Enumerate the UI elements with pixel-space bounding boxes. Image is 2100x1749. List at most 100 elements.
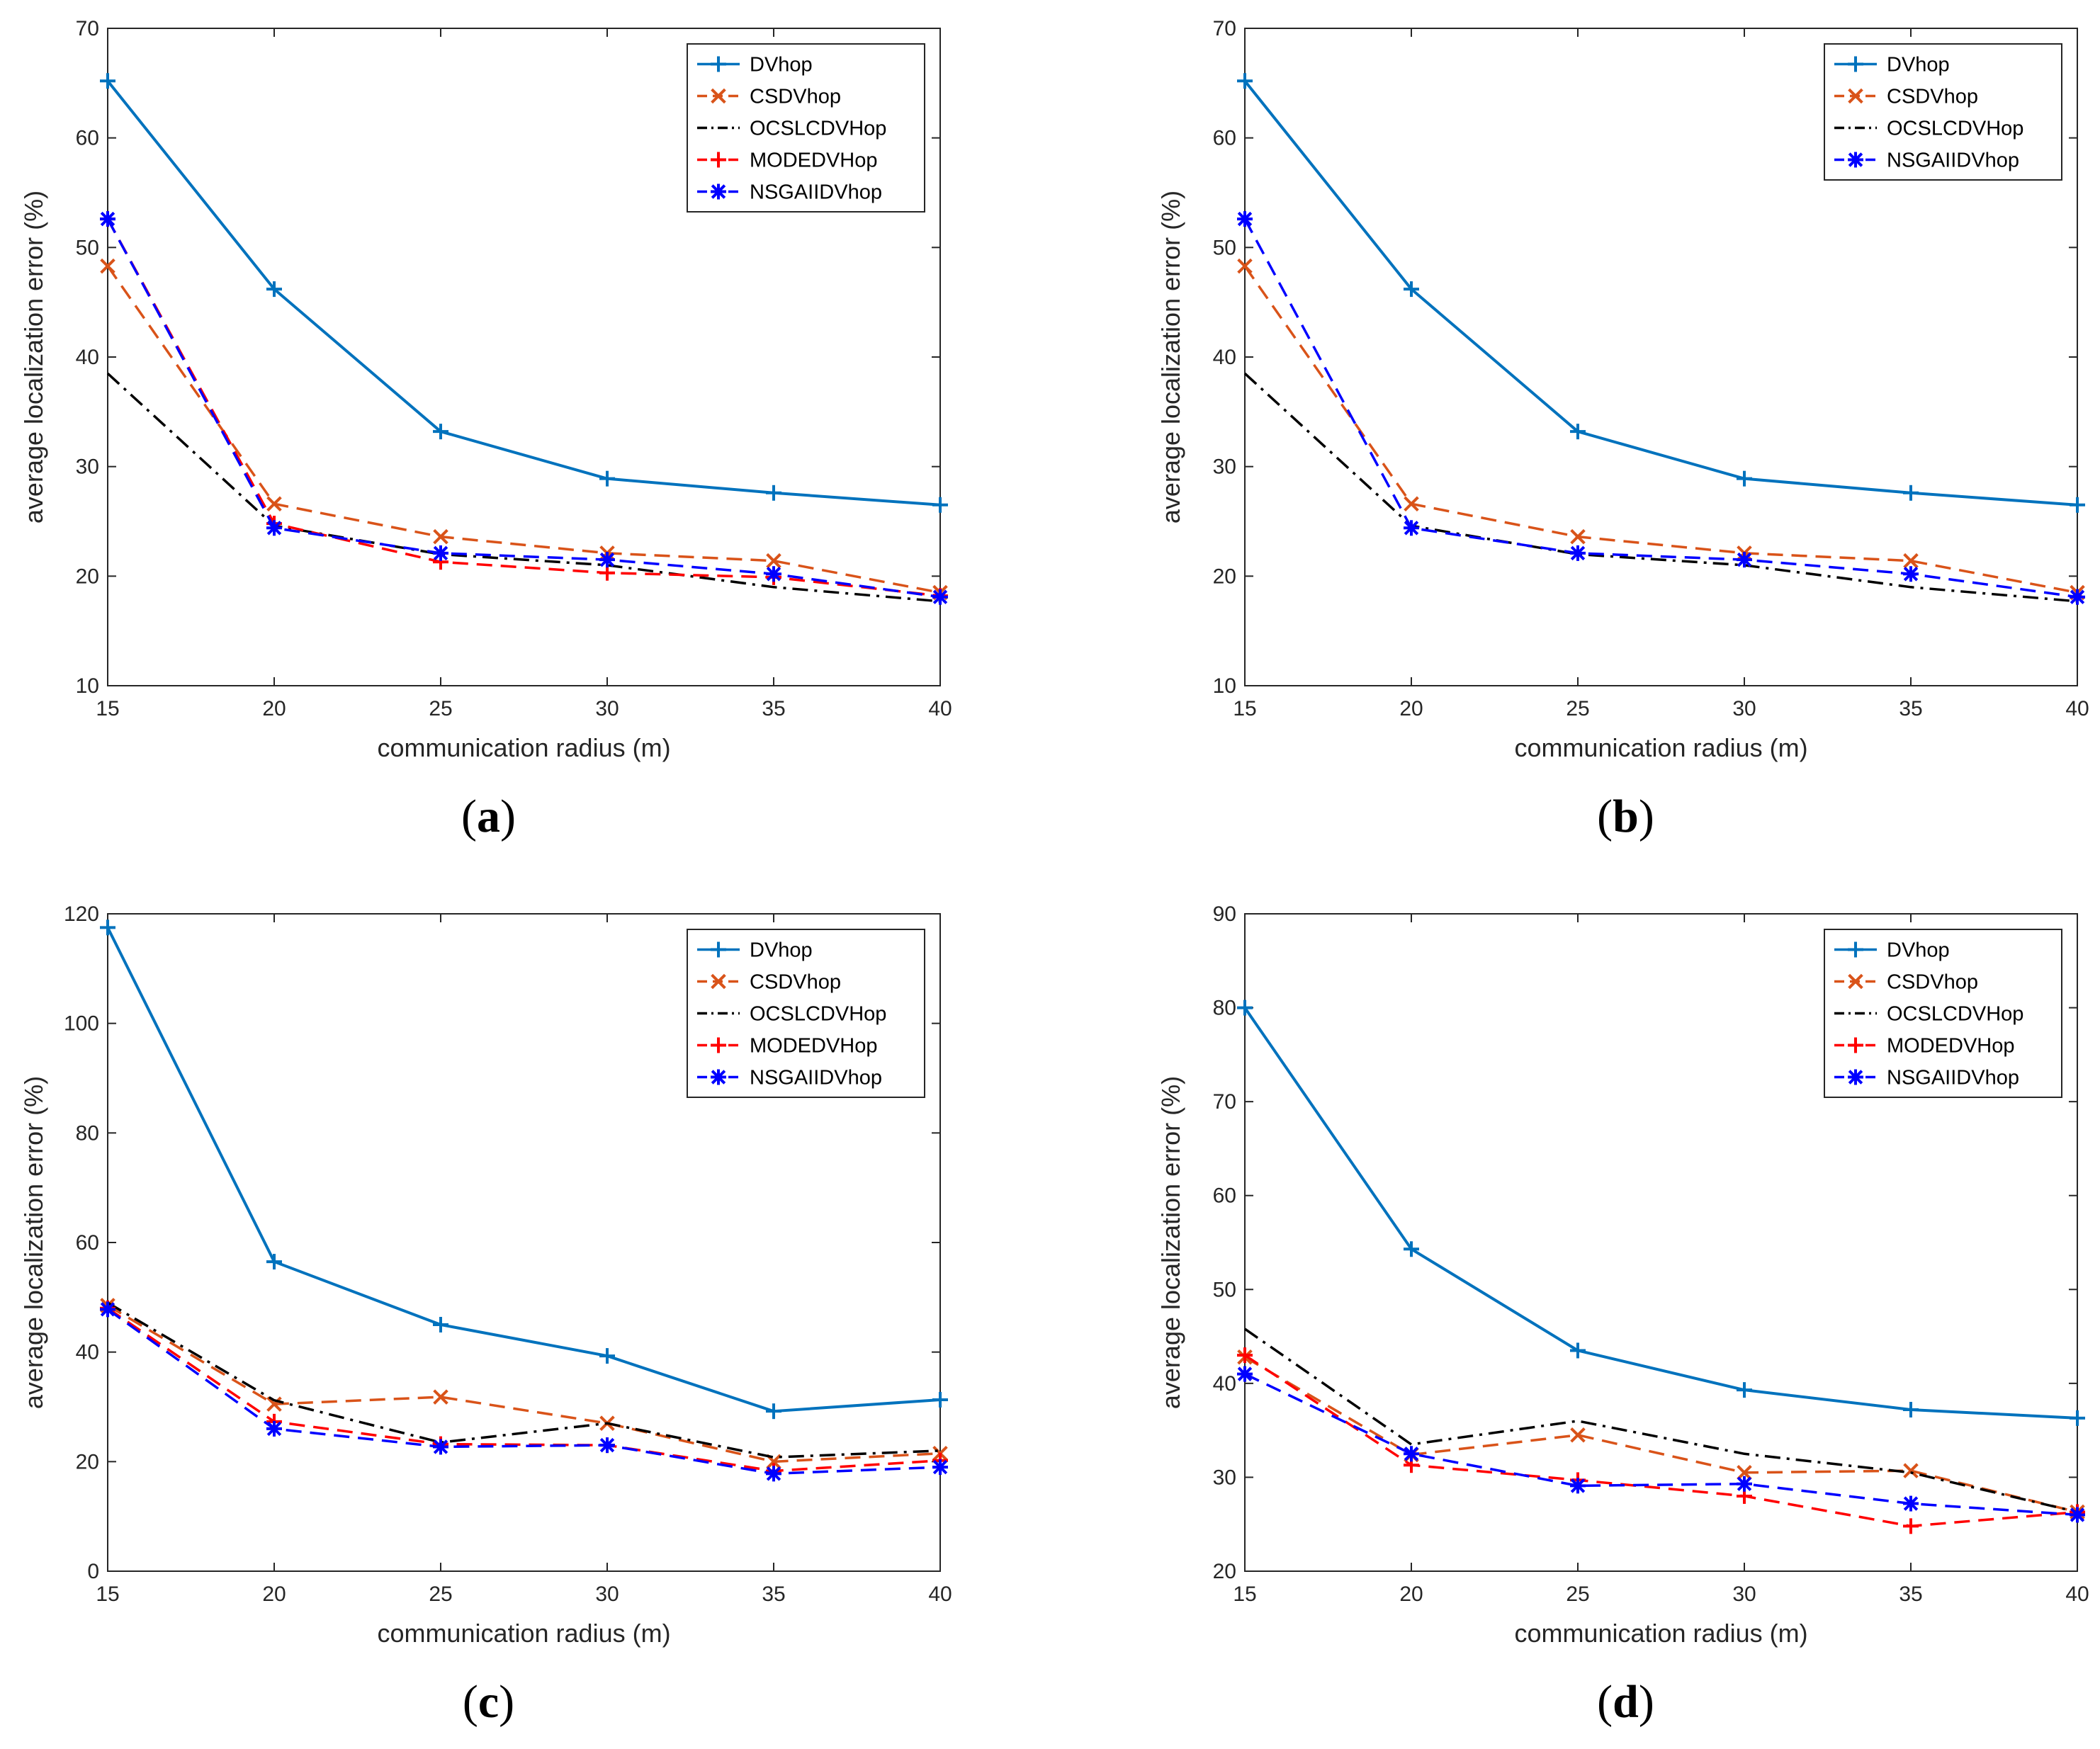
legend-label: MODEDVHop — [750, 149, 878, 172]
data-point — [1903, 485, 1919, 501]
y-tick-label: 40 — [76, 1341, 99, 1364]
data-point — [1903, 553, 1919, 569]
data-point — [1570, 424, 1586, 440]
data-point — [1404, 496, 1419, 512]
legend-label: CSDVhop — [750, 971, 841, 994]
legend-item-OCSLCDVHop: OCSLCDVHop — [1834, 118, 2023, 140]
series-line — [106, 218, 941, 597]
data-point — [266, 1396, 282, 1412]
series-DVhop — [1237, 1000, 2085, 1426]
data-point — [599, 565, 615, 581]
y-tick-label: 80 — [76, 1121, 99, 1145]
legend-item-MODEDVHop: MODEDVHop — [697, 1035, 878, 1058]
x-tick-label: 40 — [928, 697, 952, 720]
series-CSDVhop — [100, 258, 948, 601]
data-point — [1903, 566, 1919, 582]
legend-label: MODEDVHop — [1887, 1035, 2015, 1058]
data-point — [2070, 589, 2085, 605]
legend-item-OCSLCDVHop: OCSLCDVHop — [697, 1003, 886, 1026]
legend-label: NSGAIIDVhop — [1887, 149, 2019, 172]
y-tick-label: 40 — [76, 346, 99, 369]
data-point — [1404, 1446, 1419, 1462]
data-point — [1237, 73, 1253, 89]
y-tick-label: 0 — [87, 1560, 99, 1583]
x-tick-label: 40 — [928, 1583, 952, 1606]
y-tick-label: 50 — [1213, 1278, 1236, 1301]
legend-item-DVhop: DVhop — [1834, 939, 1950, 962]
series-line — [1243, 265, 2078, 594]
y-tick-label: 20 — [1213, 1560, 1236, 1583]
x-tick-label: 30 — [595, 697, 619, 720]
legend-item-NSGAIIDVhop: NSGAIIDVhop — [697, 181, 882, 204]
x-tick-label: 25 — [1566, 1583, 1589, 1606]
legend-item-CSDVhop: CSDVhop — [697, 86, 841, 108]
data-point — [1737, 552, 1752, 568]
data-point — [100, 258, 115, 274]
legend-label: DVhop — [1887, 54, 1950, 77]
legend-label: CSDVhop — [1887, 971, 1978, 994]
panel-caption: (d) — [1597, 1676, 1654, 1728]
x-tick-label: 20 — [1399, 1583, 1423, 1606]
data-point — [100, 1301, 115, 1318]
data-point — [766, 1466, 781, 1482]
data-point — [599, 1348, 615, 1364]
data-point — [2070, 497, 2085, 513]
legend-marker — [1848, 1069, 1863, 1085]
y-tick-label: 40 — [1213, 346, 1236, 369]
y-axis-label: average localization error (%) — [1156, 1076, 1185, 1409]
data-point — [1570, 1478, 1586, 1494]
data-point — [1903, 1463, 1919, 1478]
data-point — [1570, 545, 1586, 561]
y-tick-label: 20 — [76, 565, 99, 588]
data-point — [266, 1254, 282, 1270]
series-line — [106, 79, 941, 506]
y-tick-label: 30 — [76, 455, 99, 479]
series-DVhop — [1237, 73, 2085, 513]
data-point — [433, 528, 448, 545]
legend-item-DVhop: DVhop — [1834, 54, 1950, 77]
series-CSDVhop — [1237, 258, 2085, 601]
x-tick-label: 20 — [1399, 697, 1423, 720]
series-line — [107, 1301, 941, 1459]
y-tick-label: 90 — [1213, 902, 1236, 926]
series-line — [106, 218, 941, 599]
panel-a: 15 20 25 30 35 40 10 20 30 40 50 60 70 communication … — [19, 17, 952, 842]
x-tick-label: 35 — [1899, 1583, 1922, 1606]
y-tick-label: 60 — [1213, 127, 1236, 150]
panel-d: 15 20 25 30 35 402030405060708090communicatio… — [1156, 902, 2089, 1728]
data-point — [1737, 1382, 1752, 1398]
data-point — [599, 470, 615, 487]
legend-label: NSGAIIDVhop — [1887, 1067, 2019, 1089]
legend-box — [1824, 43, 2062, 181]
data-point — [1404, 281, 1419, 298]
panel-c: 15 20 25 30 35 40 0 20 40 60 80 100 120 communication… — [19, 902, 952, 1728]
x-axis-label: communication radius (m) — [377, 1619, 670, 1648]
data-point — [100, 211, 115, 227]
y-tick-label: 100 — [64, 1012, 99, 1036]
x-tick-label: 40 — [2065, 1583, 2089, 1606]
legend-marker — [711, 941, 726, 958]
x-tick-label: 25 — [429, 1583, 452, 1606]
legend-label: OCSLCDVHop — [750, 1003, 886, 1026]
series-NSGAIIDVhop — [1237, 1366, 2085, 1523]
series-NSGAIIDVhop — [100, 211, 948, 605]
y-tick-label: 70 — [76, 17, 99, 40]
legend-item-CSDVhop: CSDVhop — [1834, 86, 1978, 108]
legend-label: OCSLCDVHop — [750, 118, 886, 140]
data-point — [1570, 528, 1586, 545]
y-tick-label: 50 — [1213, 236, 1236, 259]
y-axis-label: average localization error (%) — [1156, 191, 1185, 523]
legend-label: OCSLCDVHop — [1887, 1003, 2023, 1026]
series-line — [106, 372, 941, 603]
series-OCSLCDVHop — [1244, 1328, 2078, 1514]
series-NSGAIIDVhop — [100, 1301, 948, 1482]
y-tick-label: 30 — [1213, 1466, 1236, 1489]
legend-item-OCSLCDVHop: OCSLCDVHop — [1834, 1003, 2023, 1026]
data-point — [932, 1459, 948, 1476]
data-point — [1737, 1476, 1752, 1492]
data-point — [1570, 1342, 1586, 1359]
y-axis-label: average localization error (%) — [19, 1076, 48, 1409]
legend-item-NSGAIIDVhop: NSGAIIDVhop — [1834, 149, 2019, 172]
legend: DVhop CSDVhop OCSLCDVHop MODEDVHop NSGAIIDVh… — [1824, 929, 2062, 1098]
legend-label: NSGAIIDVhop — [750, 1067, 882, 1089]
